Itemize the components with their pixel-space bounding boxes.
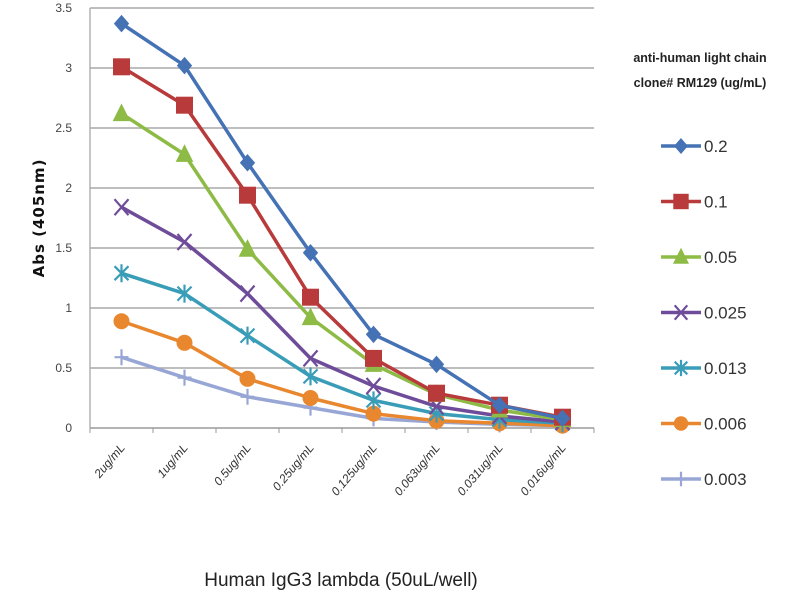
marker-square bbox=[365, 349, 382, 367]
marker-plus bbox=[114, 349, 129, 366]
x-tick-label: 0.016ug/mL bbox=[517, 441, 568, 499]
marker-square bbox=[428, 384, 445, 402]
legend-item: 0.1 bbox=[661, 193, 728, 212]
marker-star bbox=[365, 391, 382, 410]
marker-diamond bbox=[113, 14, 130, 33]
y-tick-label: 3.5 bbox=[55, 1, 72, 15]
marker-square bbox=[673, 193, 689, 210]
y-axis-ticks: 0 0.5 1 1.5 2 2.5 3 3.5 bbox=[55, 1, 72, 435]
marker-diamond bbox=[554, 409, 571, 428]
series-line bbox=[120, 112, 563, 422]
legend-item: 0.013 bbox=[661, 359, 747, 378]
marker-diamond bbox=[302, 244, 319, 262]
y-tick-label: 2 bbox=[65, 181, 72, 195]
y-tick-label: 1.5 bbox=[55, 241, 72, 255]
marker-square bbox=[239, 186, 256, 204]
marker-x bbox=[365, 377, 382, 395]
series-0.025 bbox=[113, 198, 571, 431]
legend-item: 0.05 bbox=[661, 247, 737, 267]
legend-item: 0.006 bbox=[661, 415, 747, 434]
legend-title-line2: clone# RM129 (ug/mL) bbox=[634, 76, 767, 90]
legend-label: 0.006 bbox=[704, 415, 747, 434]
y-tick-label: 1 bbox=[65, 301, 72, 315]
marker-circle bbox=[176, 334, 193, 351]
marker-plus bbox=[240, 388, 255, 405]
series-0.2 bbox=[113, 14, 571, 428]
marker-diamond bbox=[491, 396, 508, 414]
marker-diamond bbox=[428, 355, 445, 374]
series-line bbox=[120, 65, 563, 419]
marker-square bbox=[113, 58, 130, 76]
marker-star bbox=[113, 264, 130, 283]
x-axis-label: Human IgG3 lambda (50uL/well) bbox=[204, 570, 478, 591]
y-tick-label: 3 bbox=[65, 61, 72, 75]
marker-square bbox=[176, 96, 193, 114]
marker-plus bbox=[177, 369, 192, 386]
marker-triangle bbox=[175, 144, 194, 162]
marker-diamond bbox=[674, 138, 688, 154]
marker-star bbox=[673, 359, 689, 377]
legend-item: 0.2 bbox=[661, 137, 728, 156]
series-line bbox=[120, 319, 563, 428]
legend-title-line1: anti-human light chain bbox=[633, 51, 766, 65]
marker-star bbox=[176, 284, 193, 303]
marker-star bbox=[302, 367, 319, 386]
marker-circle bbox=[113, 313, 130, 330]
marker-x bbox=[176, 233, 193, 251]
x-tick-label: 0.031ug/mL bbox=[454, 441, 505, 499]
marker-x bbox=[673, 304, 689, 321]
series-group bbox=[112, 14, 572, 434]
x-tick-label: 0.25ug/mL bbox=[270, 441, 317, 493]
legend-label: 0.003 bbox=[704, 470, 747, 489]
marker-triangle bbox=[672, 247, 690, 264]
marker-star bbox=[239, 326, 256, 345]
marker-diamond bbox=[365, 325, 382, 344]
marker-square bbox=[302, 288, 319, 306]
marker-triangle bbox=[112, 103, 131, 122]
legend-label: 0.013 bbox=[704, 359, 747, 378]
series-line bbox=[120, 205, 563, 424]
marker-circle bbox=[239, 370, 256, 387]
marker-x bbox=[302, 349, 319, 368]
legend-item: 0.003 bbox=[661, 470, 747, 489]
legend-label: 0.05 bbox=[704, 248, 737, 267]
marker-diamond bbox=[239, 154, 256, 172]
marker-x bbox=[239, 284, 256, 303]
marker-x bbox=[113, 198, 130, 216]
legend-label: 0.2 bbox=[704, 137, 728, 156]
x-axis: 2ug/mL 1ug/mL 0.5ug/mL 0.25ug/mL 0.125ug/mL 0… bbox=[89, 428, 595, 499]
x-tick-label: 0.5ug/mL bbox=[211, 441, 254, 488]
marker-diamond bbox=[176, 56, 193, 75]
y-tick-label: 0.5 bbox=[55, 361, 72, 375]
legend: anti-human light chain clone# RM129 (ug/… bbox=[633, 51, 766, 489]
series-line bbox=[120, 271, 563, 425]
y-tick-label: 2.5 bbox=[55, 121, 72, 135]
legend-label: 0.025 bbox=[704, 304, 747, 323]
marker-circle bbox=[302, 390, 319, 406]
marker-circle bbox=[365, 405, 382, 422]
marker-plus bbox=[674, 471, 688, 487]
y-axis-label: Abs (405nm) bbox=[30, 159, 48, 278]
legend-label: 0.1 bbox=[704, 193, 728, 212]
marker-triangle bbox=[238, 239, 257, 257]
x-tick-label: 2ug/mL bbox=[91, 441, 128, 481]
x-tick-label: 1ug/mL bbox=[154, 441, 190, 481]
x-tick-label: 0.063ug/mL bbox=[391, 441, 442, 499]
series-line bbox=[120, 22, 563, 421]
marker-circle bbox=[673, 416, 689, 431]
legend-item: 0.025 bbox=[661, 304, 747, 323]
x-tick-label: 0.125ug/mL bbox=[328, 441, 379, 499]
y-tick-label: 0 bbox=[65, 421, 72, 435]
gridlines bbox=[89, 7, 594, 429]
marker-triangle bbox=[301, 307, 320, 326]
